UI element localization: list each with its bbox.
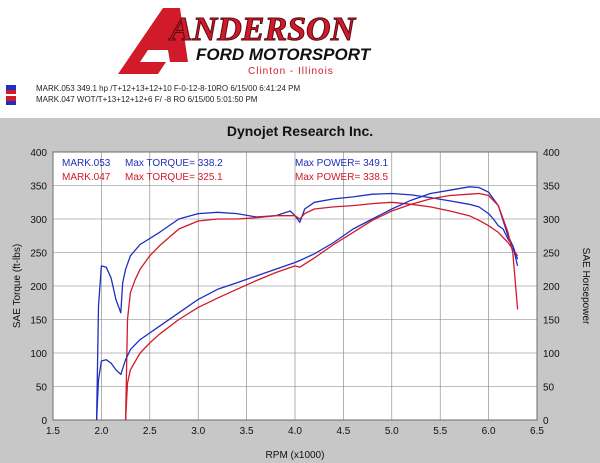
- y-left-tick-label-4: 200: [30, 282, 47, 293]
- y-axis-right-label: SAE Horsepower: [580, 248, 591, 325]
- x-tick-label-10: 6.5: [530, 426, 544, 437]
- x-axis-label: RPM (x1000): [266, 450, 325, 461]
- run-swatch-2: [6, 96, 16, 105]
- x-tick-label-3: 3.0: [191, 426, 205, 437]
- axis-ticks: 1.5 2.0 2.5 3.0 3.5 4.0 4.5 5.0 5.5 6.0 6.50 050 501…: [30, 148, 560, 437]
- x-tick-label-0: 1.5: [46, 426, 60, 437]
- run-swatch-1-top: [6, 85, 16, 90]
- run-swatch-1-bottom: [6, 90, 16, 94]
- logo-brand-sub: FORD MOTORSPORT: [196, 45, 372, 64]
- y-left-tick-label-0: 0: [41, 416, 47, 427]
- chart-annotation-5: Max POWER= 338.5: [295, 172, 389, 183]
- y-left-tick-label-2: 100: [30, 349, 47, 360]
- run-info-text-2: MARK.047 WOT/T+13+12+12+6 F/ -8 RO 6/15/…: [36, 95, 258, 104]
- y-right-tick-label-4: 200: [543, 282, 560, 293]
- y-left-tick-label-3: 150: [30, 316, 47, 327]
- x-tick-label-7: 5.0: [385, 426, 399, 437]
- x-tick-label-2: 2.5: [143, 426, 157, 437]
- x-tick-label-9: 6.0: [482, 426, 496, 437]
- y-right-tick-label-5: 250: [543, 249, 560, 260]
- x-tick-label-5: 4.0: [288, 426, 302, 437]
- run-info-line-2: MARK.047 WOT/T+13+12+12+6 F/ -8 RO 6/15/…: [6, 95, 526, 106]
- chart-annotation-3: MARK.047: [62, 172, 111, 183]
- logo-a-swoosh: [118, 8, 188, 74]
- y-right-tick-label-8: 400: [543, 148, 560, 159]
- anderson-ford-motorsport-logo: ANDERSON FORD MOTORSPORT Clinton - Illin…: [118, 8, 372, 77]
- y-right-tick-label-3: 150: [543, 316, 560, 327]
- dyno-chart: Dynojet Research Inc. 1.5 2.0 2.5 3.0 3.5 4.0…: [0, 118, 600, 463]
- logo-location: Clinton - Illinois: [248, 66, 334, 77]
- logo-wordmark: ANDERSON FORD MOTORSPORT Clinton - Illin…: [118, 8, 372, 77]
- y-right-tick-label-0: 0: [543, 416, 549, 427]
- x-tick-label-4: 3.5: [240, 426, 254, 437]
- x-tick-label-1: 2.0: [94, 426, 108, 437]
- y-left-tick-label-6: 300: [30, 215, 47, 226]
- series-lines: [95, 186, 519, 421]
- run-info-text-1: MARK.053 349.1 hp /T+12+13+12+10 F-0-12-…: [36, 84, 301, 93]
- y-axis-left-label: SAE Torque (ft-lbs): [12, 244, 23, 328]
- y-left-tick-label-5: 250: [30, 249, 47, 260]
- chart-annotation-1: Max TORQUE= 338.2: [125, 158, 223, 169]
- run-swatch-2-top: [6, 96, 16, 101]
- run-swatch-2-bottom: [6, 101, 16, 105]
- y-left-tick-label-1: 50: [36, 383, 48, 394]
- chart-title: Dynojet Research Inc.: [227, 123, 373, 139]
- y-right-tick-label-1: 50: [543, 383, 555, 394]
- y-left-tick-label-7: 350: [30, 182, 47, 193]
- y-right-tick-label-6: 300: [543, 215, 560, 226]
- logo-brand-name: ANDERSON: [168, 11, 357, 48]
- chart-annotations: MARK.053 Max TORQUE= 338.2 Max POWER= 349.…: [62, 158, 389, 183]
- y-right-tick-label-7: 350: [543, 182, 560, 193]
- series-line-mark-053-power: [95, 186, 519, 421]
- chart-annotation-0: MARK.053: [62, 158, 111, 169]
- chart-annotation-4: Max TORQUE= 325.1: [125, 172, 223, 183]
- x-tick-label-6: 4.5: [336, 426, 350, 437]
- y-right-tick-label-2: 100: [543, 349, 560, 360]
- x-tick-label-8: 5.5: [433, 426, 447, 437]
- run-info-line-1: MARK.053 349.1 hp /T+12+13+12+10 F-0-12-…: [6, 84, 526, 95]
- chart-annotation-2: Max POWER= 349.1: [295, 158, 389, 169]
- series-line-mark-047-power: [124, 192, 519, 421]
- run-swatch-1: [6, 85, 16, 94]
- y-left-tick-label-8: 400: [30, 148, 47, 159]
- series-line-mark-047-torque: [124, 201, 519, 421]
